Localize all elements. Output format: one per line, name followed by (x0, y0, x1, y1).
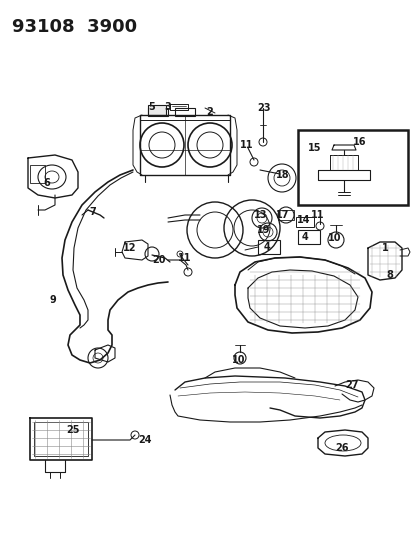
Bar (34, 422, 88, 456)
Bar (257, 240, 279, 254)
Text: 10: 10 (328, 233, 341, 243)
Text: 6: 6 (43, 178, 50, 188)
Text: 15: 15 (308, 143, 321, 153)
Text: 23: 23 (256, 103, 270, 113)
Text: 8: 8 (386, 270, 392, 280)
Bar (175, 108, 195, 116)
Text: 93108  3900: 93108 3900 (12, 18, 137, 36)
Text: 24: 24 (138, 435, 152, 445)
Text: 2: 2 (206, 107, 213, 117)
Text: 26: 26 (335, 443, 348, 453)
Text: 3: 3 (164, 102, 171, 112)
Text: 1: 1 (381, 243, 387, 253)
Text: 11: 11 (311, 210, 324, 220)
Text: 16: 16 (352, 137, 366, 147)
Text: 5: 5 (148, 102, 155, 112)
Bar (277, 210, 293, 220)
Bar (147, 108, 168, 116)
Text: 7: 7 (89, 207, 96, 217)
Text: 14: 14 (297, 215, 310, 225)
Bar (297, 230, 319, 244)
Text: 13: 13 (254, 210, 267, 220)
Text: 18: 18 (275, 170, 289, 180)
Text: 20: 20 (152, 255, 165, 265)
Text: 11: 11 (240, 140, 253, 150)
Text: 4: 4 (301, 232, 308, 242)
Text: 12: 12 (123, 243, 136, 253)
Text: 9: 9 (50, 295, 56, 305)
Text: 10: 10 (232, 355, 245, 365)
Bar (147, 105, 166, 115)
Bar (297, 130, 407, 205)
Text: 27: 27 (344, 380, 358, 390)
Bar (30, 165, 45, 183)
Text: 17: 17 (275, 210, 289, 220)
Text: 25: 25 (66, 425, 80, 435)
Text: 4: 4 (263, 242, 270, 252)
Text: 11: 11 (178, 253, 191, 263)
Text: 19: 19 (256, 225, 270, 235)
Bar (295, 217, 313, 227)
